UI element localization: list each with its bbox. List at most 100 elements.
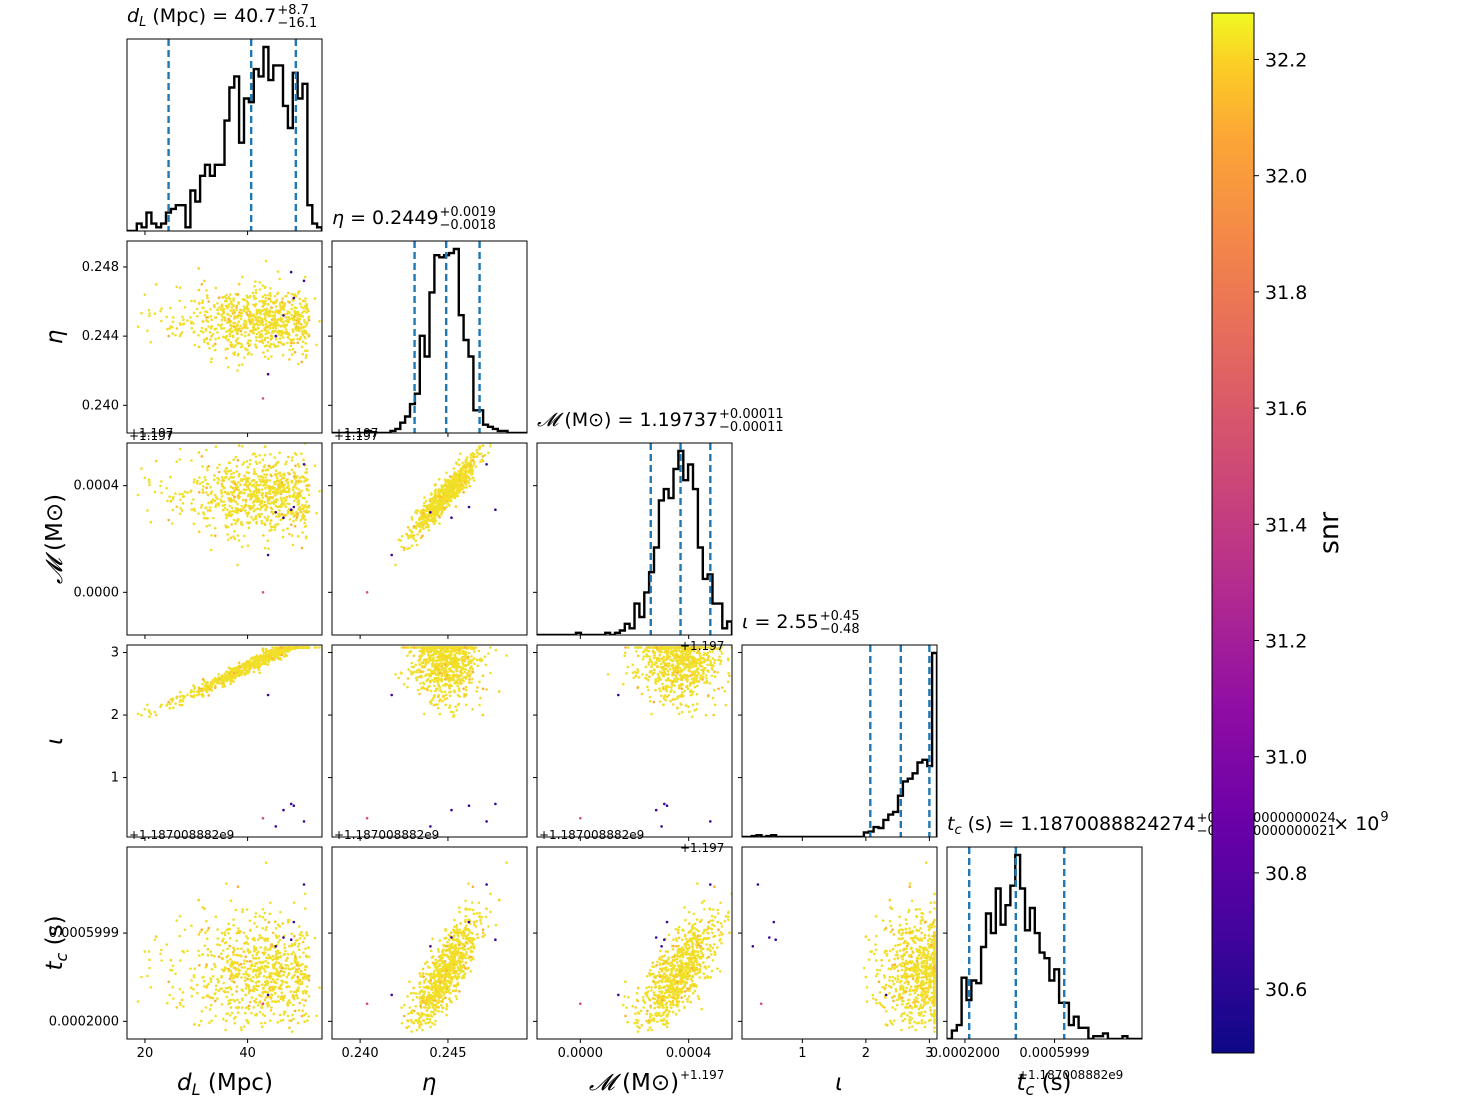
scatter-point <box>248 310 252 314</box>
scatter-point <box>277 512 281 516</box>
scatter-point <box>677 669 680 673</box>
scatter-point <box>290 353 294 356</box>
scatter-point <box>228 504 232 508</box>
scatter-point <box>290 512 293 516</box>
scatter-point <box>249 667 252 670</box>
scatter-point <box>241 463 245 466</box>
scatter-point <box>498 435 501 438</box>
scatter-point <box>654 681 657 684</box>
scatter-point <box>300 345 304 349</box>
scatter-point <box>261 658 265 662</box>
scatter-point <box>254 455 258 458</box>
scatter-point <box>304 524 308 528</box>
scatter-point <box>178 286 182 290</box>
scatter-point <box>268 502 272 505</box>
scatter-point <box>448 669 452 672</box>
scatter-point <box>274 515 278 518</box>
scatter-point <box>212 344 215 348</box>
scatter-point <box>278 277 282 281</box>
scatter-point <box>207 300 210 303</box>
scatter-point <box>262 534 265 537</box>
scatter-point <box>213 303 216 307</box>
scatter-point <box>296 337 299 341</box>
scatter-point <box>273 528 277 531</box>
scatter-point <box>472 479 476 482</box>
scatter-point <box>266 663 270 667</box>
scatter-point <box>677 712 681 716</box>
scatter-point <box>430 653 434 657</box>
scatter-point <box>242 491 246 495</box>
scatter-point <box>283 305 286 308</box>
scatter-point <box>478 445 481 449</box>
scatter-point <box>209 360 213 364</box>
scatter-point <box>271 326 275 330</box>
scatter-point <box>300 510 303 514</box>
scatter-point <box>277 515 280 518</box>
scatter-point <box>262 351 265 354</box>
scatter-point <box>259 480 263 483</box>
scatter-point <box>222 310 225 314</box>
scatter-point <box>254 343 257 346</box>
scatter-point <box>160 480 163 483</box>
scatter-point <box>239 483 242 487</box>
scatter-point <box>263 445 267 449</box>
scatter-point <box>240 504 243 508</box>
scatter-point <box>186 319 189 322</box>
scatter-point <box>434 519 438 523</box>
scatter-point <box>226 508 229 512</box>
scatter-point <box>217 323 220 327</box>
scatter-point <box>728 674 731 677</box>
scatter-point <box>712 664 715 668</box>
scatter-point <box>258 334 262 337</box>
scatter-point <box>272 487 276 490</box>
scatter-point <box>307 309 310 313</box>
scatter-point <box>253 655 257 659</box>
scatter-point <box>450 499 453 502</box>
scatter-point <box>277 340 280 344</box>
scatter-point <box>707 646 711 649</box>
scatter-point <box>240 333 243 336</box>
scatter-point <box>464 703 468 707</box>
scatter-points <box>579 646 732 828</box>
scatter-point <box>670 649 674 653</box>
scatter-point <box>304 342 308 345</box>
scatter-point <box>672 653 676 657</box>
scatter-point <box>478 447 481 451</box>
scatter-point <box>261 295 265 299</box>
scatter-point <box>444 500 447 504</box>
scatter-point <box>456 684 460 688</box>
scatter-point <box>423 501 426 505</box>
scatter-point <box>669 686 673 689</box>
scatter-point <box>213 963 216 966</box>
scatter-point <box>273 315 276 318</box>
scatter-point <box>436 655 439 659</box>
scatter-point <box>205 289 208 292</box>
scatter-point <box>365 591 369 594</box>
scatter-point <box>234 486 237 490</box>
scatter-point <box>253 495 257 498</box>
scatter-point <box>295 486 298 490</box>
scatter-point <box>136 493 140 497</box>
scatter-point <box>254 316 258 319</box>
scatter-point <box>300 360 304 364</box>
scatter-point <box>458 689 461 693</box>
scatter-point <box>294 295 298 298</box>
scatter-point <box>455 651 459 655</box>
scatter-point <box>485 688 488 691</box>
scatter-point <box>229 341 232 344</box>
scatter-point <box>265 313 269 316</box>
scatter-point <box>639 646 643 649</box>
scatter-point <box>662 697 666 700</box>
scatter-point <box>276 270 280 273</box>
scatter-point <box>412 525 416 528</box>
scatter-point <box>415 678 419 682</box>
scatter-point <box>259 439 262 442</box>
scatter-point <box>675 659 678 663</box>
scatter-point <box>448 650 452 653</box>
scatter-point <box>448 704 452 707</box>
scatter-point <box>440 679 444 683</box>
scatter-point <box>277 436 280 439</box>
scatter-point <box>451 660 454 664</box>
scatter-point <box>438 671 442 675</box>
scatter-point <box>453 646 457 649</box>
